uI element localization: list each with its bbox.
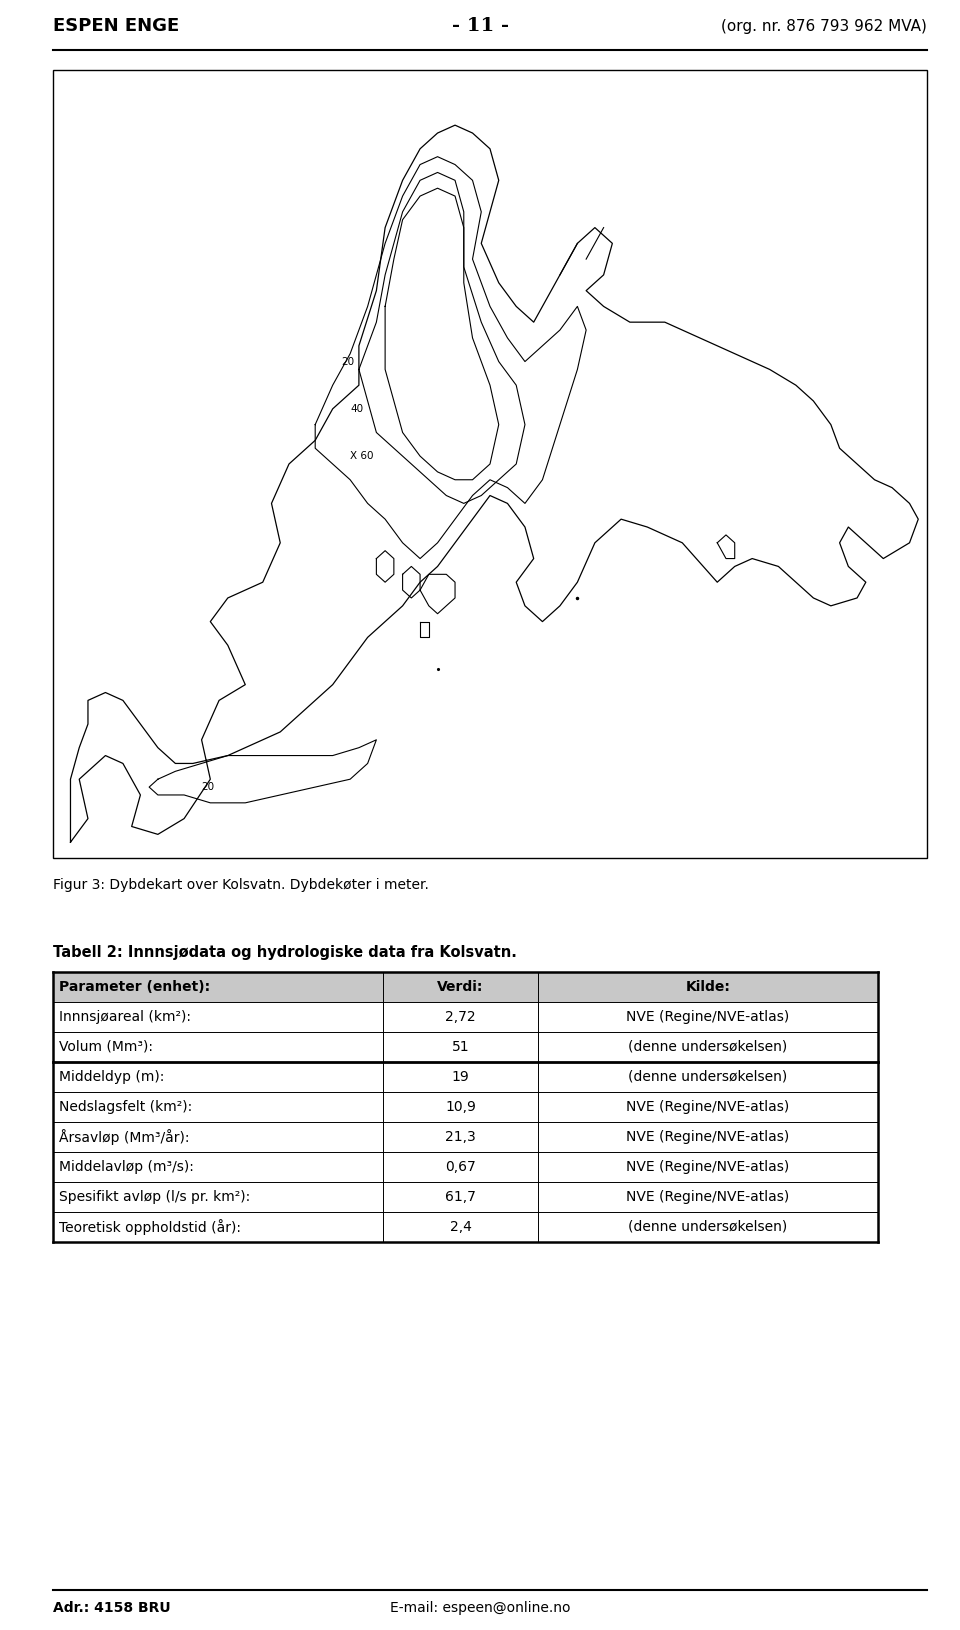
Text: (denne undersøkelsen): (denne undersøkelsen)	[629, 1040, 787, 1055]
Text: 2,72: 2,72	[445, 1011, 476, 1024]
Bar	[53, 70, 927, 857]
Bar	[53, 1092, 878, 1121]
Text: NVE (Regine/NVE-atlas): NVE (Regine/NVE-atlas)	[626, 1011, 790, 1024]
Text: Figur 3: Dybdekart over Kolsvatn. Dybdekøter i meter.: Figur 3: Dybdekart over Kolsvatn. Dybdek…	[53, 879, 429, 892]
Text: NVE (Regine/NVE-atlas): NVE (Regine/NVE-atlas)	[626, 1130, 790, 1144]
Bar	[53, 1182, 878, 1213]
Text: Innnsjøareal (km²):: Innnsjøareal (km²):	[59, 1011, 191, 1024]
Text: 61,7: 61,7	[445, 1190, 476, 1205]
Text: 2,4: 2,4	[449, 1219, 471, 1234]
Text: - 11 -: - 11 -	[451, 16, 509, 34]
Text: 40: 40	[350, 404, 363, 414]
Text: E-mail: espeen@online.no: E-mail: espeen@online.no	[390, 1601, 570, 1615]
Text: Middelavløp (m³/s):: Middelavløp (m³/s):	[59, 1161, 194, 1174]
Text: Parameter (enhet):: Parameter (enhet):	[59, 980, 210, 994]
Text: Verdi:: Verdi:	[438, 980, 484, 994]
Text: 20: 20	[202, 782, 215, 792]
Text: Nedslagsfelt (km²):: Nedslagsfelt (km²):	[59, 1100, 192, 1113]
Text: NVE (Regine/NVE-atlas): NVE (Regine/NVE-atlas)	[626, 1190, 790, 1205]
Text: Volum (Mm³):: Volum (Mm³):	[59, 1040, 153, 1055]
Text: NVE (Regine/NVE-atlas): NVE (Regine/NVE-atlas)	[626, 1161, 790, 1174]
Text: 19: 19	[451, 1069, 469, 1084]
Text: NVE (Regine/NVE-atlas): NVE (Regine/NVE-atlas)	[626, 1100, 790, 1113]
Text: Kilde:: Kilde:	[685, 980, 731, 994]
Text: 0,67: 0,67	[445, 1161, 476, 1174]
Bar	[53, 1152, 878, 1182]
Text: Spesifikt avløp (l/s pr. km²):: Spesifikt avløp (l/s pr. km²):	[59, 1190, 251, 1205]
Text: Årsavløp (Mm³/år):: Årsavløp (Mm³/år):	[59, 1130, 189, 1144]
Bar	[53, 971, 878, 1002]
Text: X 60: X 60	[350, 452, 373, 461]
Bar	[53, 1063, 878, 1092]
Text: Tabell 2: Innnsjødata og hydrologiske data fra Kolsvatn.: Tabell 2: Innnsjødata og hydrologiske da…	[53, 945, 516, 960]
Text: 51: 51	[452, 1040, 469, 1055]
Text: (org. nr. 876 793 962 MVA): (org. nr. 876 793 962 MVA)	[721, 18, 927, 34]
Text: (denne undersøkelsen): (denne undersøkelsen)	[629, 1219, 787, 1234]
Text: (denne undersøkelsen): (denne undersøkelsen)	[629, 1069, 787, 1084]
Text: 20: 20	[342, 357, 354, 367]
Text: Teoretisk oppholdstid (år):: Teoretisk oppholdstid (år):	[59, 1219, 241, 1236]
Bar	[53, 1213, 878, 1242]
Text: 10,9: 10,9	[445, 1100, 476, 1113]
Text: 21,3: 21,3	[445, 1130, 476, 1144]
Bar	[53, 1002, 878, 1032]
Text: Middeldyp (m):: Middeldyp (m):	[59, 1069, 164, 1084]
Bar	[53, 1121, 878, 1152]
Bar	[53, 1032, 878, 1063]
Text: ESPEN ENGE: ESPEN ENGE	[53, 16, 180, 34]
Text: Adr.: 4158 BRU: Adr.: 4158 BRU	[53, 1601, 171, 1615]
